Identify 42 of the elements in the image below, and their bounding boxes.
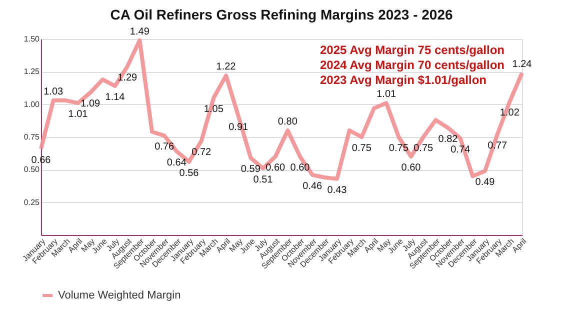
data-label: 0.80	[278, 116, 298, 128]
data-label: 1.09	[80, 98, 100, 110]
data-label: 1.29	[118, 72, 138, 84]
data-label: 1.49	[130, 26, 150, 38]
data-label: 0.91	[228, 122, 248, 134]
data-label: 0.77	[488, 140, 508, 152]
data-label: 1.01	[376, 89, 396, 100]
data-label: 1.05	[204, 104, 224, 115]
data-label: 0.74	[450, 144, 470, 156]
data-label: 0.60	[266, 162, 286, 174]
data-label: 1.14	[105, 92, 126, 104]
y-tick-label: 0.75	[24, 132, 40, 142]
data-label: 0.51	[253, 174, 274, 186]
y-tick-label: 1.25	[24, 67, 40, 76]
data-label: 0.43	[327, 184, 348, 196]
data-label: 0.60	[290, 162, 310, 174]
data-label: 1.02	[500, 108, 520, 119]
legend-label: Volume Weighted Margin	[58, 290, 181, 302]
annotation: 2023 Avg Margin $1.01/gallon	[320, 73, 486, 87]
data-label: 1.03	[44, 86, 64, 98]
annotation: 2025 Avg Margin 75 cents/gallon	[320, 43, 504, 57]
data-label: 0.75	[388, 143, 409, 154]
data-label: 0.56	[179, 168, 200, 179]
data-label: 0.72	[192, 146, 212, 158]
data-label: 0.76	[154, 142, 174, 153]
data-label: 0.64	[166, 157, 187, 168]
y-tick-label: 0.25	[24, 198, 40, 207]
y-tick-label: 1.50	[24, 34, 40, 44]
y-tick-label: 1.00	[24, 100, 40, 109]
chart-title: CA Oil Refiners Gross Refining Margins 2023 - 2026	[110, 6, 454, 22]
data-label: 1.22	[216, 62, 236, 73]
data-label: 0.46	[302, 180, 322, 192]
y-tick-label: 0.50	[24, 165, 40, 174]
data-label: 1.24	[512, 58, 532, 70]
data-label: 0.49	[475, 176, 496, 188]
data-label: 0.75	[414, 143, 434, 154]
data-label: 1.01	[68, 109, 88, 120]
data-label: 0.75	[352, 143, 372, 154]
data-label: 0.59	[240, 164, 261, 175]
data-label: 0.60	[401, 162, 422, 174]
data-label: 0.82	[438, 134, 458, 145]
annotation: 2024 Avg Margin 70 cents/gallon	[320, 58, 504, 72]
